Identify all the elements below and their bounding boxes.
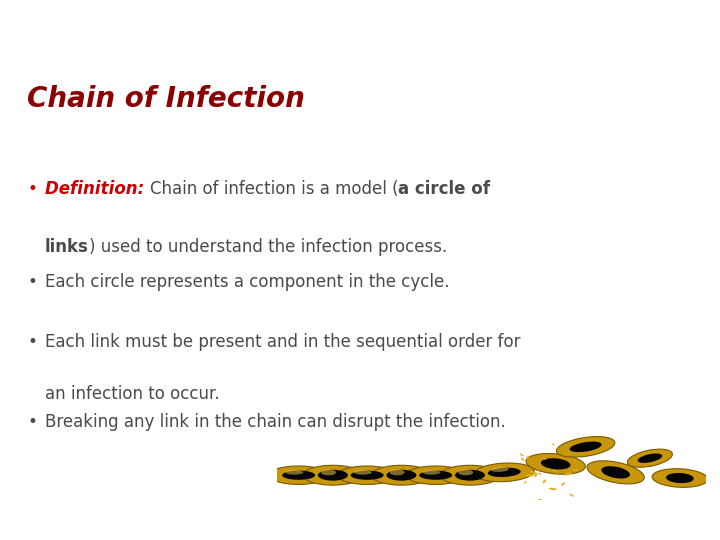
- Text: •: •: [27, 413, 37, 430]
- Ellipse shape: [458, 469, 473, 475]
- Ellipse shape: [570, 494, 574, 497]
- Ellipse shape: [601, 466, 630, 478]
- Ellipse shape: [541, 458, 570, 469]
- Text: •: •: [27, 273, 37, 291]
- Ellipse shape: [491, 467, 509, 472]
- Ellipse shape: [573, 460, 575, 462]
- Ellipse shape: [561, 482, 565, 485]
- Ellipse shape: [282, 470, 315, 480]
- Text: 12/17/2021: 12/17/2021: [14, 14, 86, 27]
- Ellipse shape: [387, 470, 416, 481]
- Ellipse shape: [337, 466, 397, 484]
- Ellipse shape: [627, 449, 672, 467]
- Ellipse shape: [557, 473, 558, 476]
- Ellipse shape: [537, 473, 541, 475]
- Ellipse shape: [542, 458, 547, 460]
- Text: •: •: [27, 333, 37, 350]
- Ellipse shape: [570, 442, 602, 452]
- Text: Chain of Infection: Chain of Infection: [27, 85, 305, 113]
- Ellipse shape: [587, 461, 644, 484]
- Text: Chain of infection is a model (: Chain of infection is a model (: [150, 180, 398, 198]
- Ellipse shape: [406, 466, 466, 484]
- Ellipse shape: [549, 488, 557, 490]
- Ellipse shape: [321, 469, 336, 475]
- Text: 59: 59: [673, 13, 695, 28]
- Ellipse shape: [652, 469, 708, 488]
- Text: •: •: [27, 180, 37, 198]
- Ellipse shape: [351, 470, 384, 480]
- Ellipse shape: [534, 472, 537, 477]
- Text: Each circle represents a component in the cycle.: Each circle represents a component in th…: [45, 273, 449, 291]
- Ellipse shape: [531, 471, 536, 474]
- Ellipse shape: [419, 470, 452, 480]
- Ellipse shape: [440, 465, 500, 485]
- Ellipse shape: [318, 470, 348, 481]
- Ellipse shape: [372, 465, 431, 485]
- Ellipse shape: [269, 466, 328, 484]
- Ellipse shape: [488, 468, 521, 477]
- Ellipse shape: [538, 499, 542, 500]
- Ellipse shape: [423, 470, 441, 475]
- Ellipse shape: [354, 470, 372, 475]
- Ellipse shape: [523, 481, 527, 483]
- Ellipse shape: [455, 470, 485, 481]
- Ellipse shape: [573, 469, 578, 471]
- Text: microbiology team/ 3rd level students 1439-1440: microbiology team/ 3rd level students 14…: [205, 14, 515, 27]
- Text: Definition:: Definition:: [45, 180, 150, 198]
- Ellipse shape: [542, 480, 546, 483]
- Ellipse shape: [526, 454, 585, 474]
- Ellipse shape: [526, 474, 534, 476]
- Text: Breaking any link in the chain can disrupt the infection.: Breaking any link in the chain can disru…: [45, 413, 505, 430]
- Text: links: links: [45, 238, 89, 256]
- Ellipse shape: [553, 470, 558, 471]
- Text: Each link must be present and in the sequential order for: Each link must be present and in the seq…: [45, 333, 520, 350]
- Ellipse shape: [285, 470, 303, 475]
- Ellipse shape: [552, 443, 554, 445]
- Ellipse shape: [390, 469, 405, 475]
- Text: ) used to understand the infection process.: ) used to understand the infection proce…: [89, 238, 447, 256]
- Text: an infection to occur.: an infection to occur.: [45, 385, 220, 403]
- Ellipse shape: [666, 473, 694, 483]
- Ellipse shape: [474, 463, 534, 482]
- Ellipse shape: [527, 456, 529, 459]
- Ellipse shape: [303, 465, 363, 485]
- Ellipse shape: [638, 454, 662, 463]
- Ellipse shape: [557, 436, 615, 457]
- Ellipse shape: [521, 458, 525, 461]
- Text: a circle of: a circle of: [398, 180, 490, 198]
- Ellipse shape: [520, 454, 523, 456]
- Ellipse shape: [564, 472, 572, 475]
